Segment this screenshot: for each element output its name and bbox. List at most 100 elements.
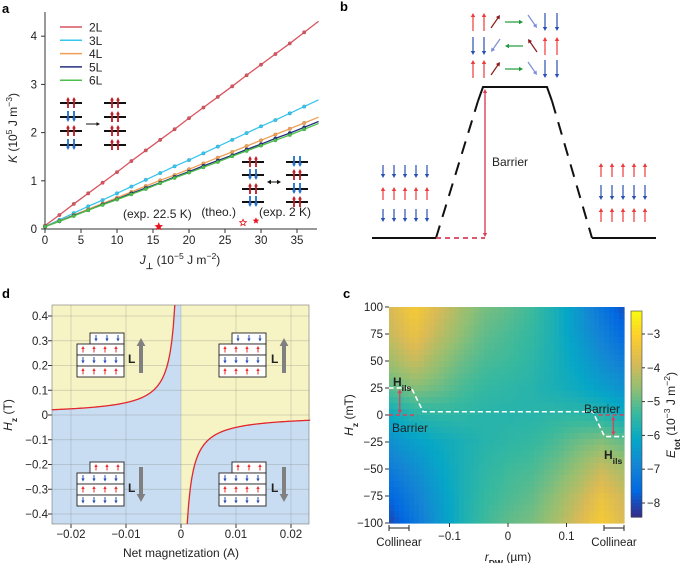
heatmap-cell xyxy=(409,457,415,464)
heatmap-cell xyxy=(499,457,505,464)
inset-L-label: L xyxy=(128,352,135,366)
heatmap-cell xyxy=(559,415,565,422)
heatmap-cell xyxy=(579,337,585,344)
heatmap-cell xyxy=(419,415,425,422)
heatmap-cell xyxy=(519,403,525,410)
heatmap-cell xyxy=(399,421,405,428)
spin-up-icon xyxy=(103,486,107,493)
heatmap-cell xyxy=(394,361,400,368)
x-tick-label: −0.01 xyxy=(111,529,140,541)
heatmap-cell xyxy=(589,463,595,470)
heatmap-cell xyxy=(594,487,600,494)
heatmap-cell xyxy=(504,463,510,470)
heatmap-cell xyxy=(534,517,540,524)
heatmap-cell xyxy=(584,307,590,314)
heatmap-cell xyxy=(614,355,620,362)
data-point-6L xyxy=(259,143,264,148)
heatmap-cell xyxy=(479,331,485,338)
colorbar-segment xyxy=(631,393,642,398)
heatmap-cell xyxy=(484,451,490,458)
heatmap-cell xyxy=(449,475,455,482)
heatmap-cell xyxy=(479,427,485,434)
heatmap-cell xyxy=(439,517,445,524)
heatmap-cell xyxy=(499,511,505,518)
heatmap-cell xyxy=(594,397,600,404)
heatmap-cell xyxy=(554,415,560,422)
heatmap-cell xyxy=(459,505,465,512)
heatmap-cell xyxy=(574,331,580,338)
heatmap-cell xyxy=(589,331,595,338)
spin-arrow-icon xyxy=(424,187,430,200)
heatmap-cell xyxy=(474,379,480,386)
heatmap-cell xyxy=(559,457,565,464)
heatmap-cell xyxy=(569,511,575,518)
heatmap-cell xyxy=(479,307,485,314)
heatmap-cell xyxy=(539,367,545,374)
colorbar-segment xyxy=(631,383,642,388)
heatmap-cell xyxy=(409,307,415,314)
heatmap-cell xyxy=(414,439,420,446)
x-axis-label-part: DW xyxy=(489,558,504,563)
heatmap-cell xyxy=(539,421,545,428)
heatmap-cell xyxy=(599,373,605,380)
heatmap-cell xyxy=(439,511,445,518)
heatmap-cell xyxy=(454,319,460,326)
heatmap-cell xyxy=(564,445,570,452)
heatmap-cell xyxy=(559,493,565,500)
colorbar-label-part: tot xyxy=(672,439,682,450)
heatmap-cell xyxy=(454,457,460,464)
heatmap-cell xyxy=(479,385,485,392)
spin-up-icon xyxy=(110,125,114,136)
heatmap-cell xyxy=(494,475,500,482)
heatmap-cell xyxy=(594,433,600,440)
heatmap-cell xyxy=(534,451,540,458)
spin-down-icon xyxy=(103,357,107,364)
heatmap-cell xyxy=(399,505,405,512)
heatmap-cell xyxy=(599,367,605,374)
heatmap-cell xyxy=(549,499,555,506)
heatmap-cell xyxy=(529,427,535,434)
heatmap-cell xyxy=(444,319,450,326)
heatmap-cell xyxy=(414,313,420,320)
heatmap-cell xyxy=(554,475,560,482)
heatmap-cell xyxy=(574,373,580,380)
spin-up-icon xyxy=(103,368,107,375)
heatmap-cell xyxy=(464,421,470,428)
heatmap-cell xyxy=(524,451,530,458)
heatmap-cell xyxy=(429,403,435,410)
heatmap-cell xyxy=(544,349,550,356)
x-axis-label-part: J xyxy=(139,253,147,267)
heatmap-cell xyxy=(559,439,565,446)
panel-label-c: c xyxy=(343,286,350,301)
heatmap-cell xyxy=(549,427,555,434)
heatmap-cell xyxy=(494,439,500,446)
heatmap-cell xyxy=(519,313,525,320)
heatmap-cell xyxy=(609,391,615,398)
heatmap-cell xyxy=(499,313,505,320)
barrier-double-arrow-icon xyxy=(611,416,616,436)
data-point-6L xyxy=(71,213,76,218)
heatmap-cell xyxy=(489,427,495,434)
spin-arrow-icon xyxy=(413,187,419,200)
heatmap-cell xyxy=(599,451,605,458)
heatmap-cell xyxy=(514,415,520,422)
heatmap-cell xyxy=(434,469,440,476)
heatmap-cell xyxy=(404,421,410,428)
heatmap-cell xyxy=(504,361,510,368)
heatmap-cell xyxy=(444,307,450,314)
heatmap-cell xyxy=(484,469,490,476)
heatmap-cell xyxy=(499,469,505,476)
heatmap-cell xyxy=(474,325,480,332)
heatmap-cell xyxy=(414,337,420,344)
heatmap-cell xyxy=(514,379,520,386)
heatmap-cell xyxy=(539,487,545,494)
heatmap-cell xyxy=(444,343,450,350)
heatmap-cell xyxy=(589,367,595,374)
heatmap-cell xyxy=(469,397,475,404)
heatmap-cell xyxy=(489,457,495,464)
heatmap-cell xyxy=(494,445,500,452)
spin-arrow-icon xyxy=(391,165,397,178)
spin-arrow-icon xyxy=(642,208,648,222)
heatmap-cell xyxy=(554,307,560,314)
arrow-head-icon xyxy=(397,389,402,402)
